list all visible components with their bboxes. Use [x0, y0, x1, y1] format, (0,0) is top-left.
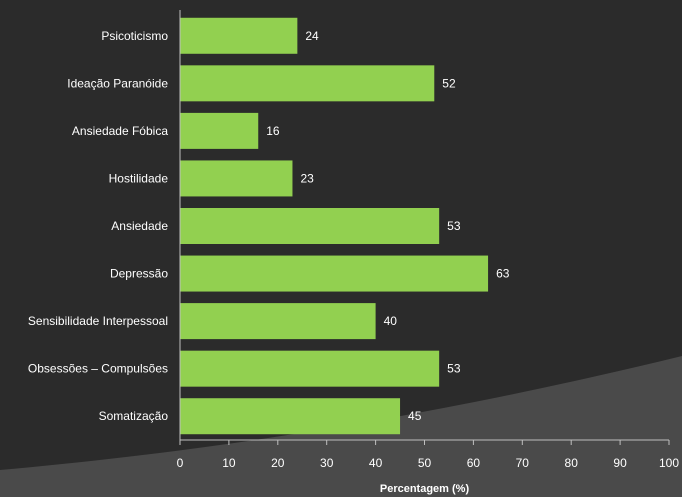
category-label: Ideação Paranóide [67, 76, 168, 90]
category-label: Hostilidade [109, 171, 169, 185]
value-label: 16 [266, 124, 280, 138]
category-label: Ansiedade Fóbica [72, 124, 168, 138]
x-tick-label: 10 [222, 456, 236, 470]
value-label: 45 [408, 409, 422, 423]
x-tick-label: 20 [271, 456, 285, 470]
x-tick-label: 30 [320, 456, 334, 470]
x-tick-label: 40 [369, 456, 383, 470]
x-tick-label: 50 [418, 456, 432, 470]
bar [180, 65, 435, 102]
bar [180, 303, 376, 340]
value-label: 52 [442, 76, 456, 90]
x-tick-label: 0 [177, 456, 184, 470]
category-label: Psicoticismo [101, 29, 168, 43]
x-tick-label: 90 [613, 456, 627, 470]
x-tick-label: 70 [516, 456, 530, 470]
value-labels: 24 52 16 23 53 63 40 53 45 [266, 29, 510, 423]
bars-group [180, 17, 489, 435]
value-label: 53 [447, 362, 461, 376]
x-tick-label: 100 [659, 456, 679, 470]
bar [180, 112, 259, 149]
value-label: 53 [447, 219, 461, 233]
x-axis-ticks: 0 10 20 30 40 50 60 70 80 90 100 [177, 440, 679, 470]
bar [180, 350, 440, 387]
value-label: 24 [305, 29, 319, 43]
category-label: Obsessões – Compulsões [28, 362, 168, 376]
bar [180, 398, 401, 435]
bar [180, 160, 293, 197]
x-tick-label: 80 [565, 456, 579, 470]
bar [180, 17, 298, 54]
category-label: Somatização [99, 409, 169, 423]
x-axis-title: Percentagem (%) [380, 483, 470, 495]
category-label: Depressão [110, 267, 168, 281]
category-label: Sensibilidade Interpessoal [28, 314, 168, 328]
value-label: 63 [496, 267, 510, 281]
bar [180, 208, 440, 244]
bar [180, 255, 489, 292]
value-label: 40 [384, 314, 398, 328]
category-labels: Psicoticismo Ideação Paranóide Ansiedade F… [28, 29, 168, 423]
value-label: 23 [300, 171, 314, 185]
x-tick-label: 60 [467, 456, 481, 470]
category-label: Ansiedade [111, 219, 168, 233]
